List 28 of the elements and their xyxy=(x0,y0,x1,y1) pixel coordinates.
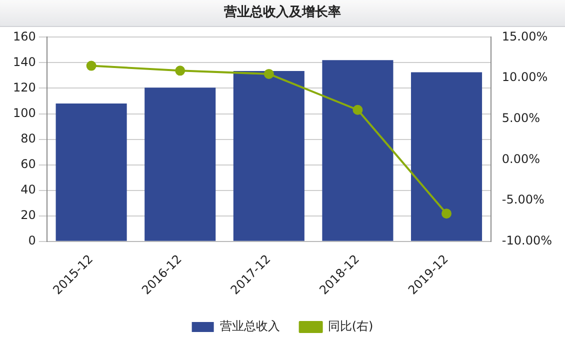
legend-label: 同比(右) xyxy=(328,319,374,334)
point xyxy=(86,60,96,71)
y-tick-label: 20 xyxy=(20,208,36,222)
y2-tick-label: -10.00% xyxy=(502,233,552,248)
bar xyxy=(233,71,304,241)
bar xyxy=(56,104,127,241)
point xyxy=(442,208,452,219)
y-tick-label: 160 xyxy=(13,29,36,44)
bar xyxy=(144,88,216,241)
point xyxy=(264,68,274,79)
y-tick-label: 80 xyxy=(20,131,36,146)
y-tick-label: 140 xyxy=(13,54,36,69)
y-tick-label: 40 xyxy=(20,182,36,196)
y2-tick-label: 5.00% xyxy=(502,110,540,125)
y-tick-label: 60 xyxy=(20,156,36,171)
point xyxy=(352,104,363,115)
bar xyxy=(410,72,482,241)
y2-tick-label: 10.00% xyxy=(502,70,548,84)
point xyxy=(175,66,186,76)
y-tick-label: 120 xyxy=(13,80,36,94)
legend-label: 营业总收入 xyxy=(220,319,280,334)
y2-tick-label: 15.00% xyxy=(502,29,548,44)
y-tick-label: 100 xyxy=(13,106,36,120)
chart-title: 营业总收入及增长率 xyxy=(0,0,565,27)
bar xyxy=(322,60,394,241)
y2-tick-label: 0.00% xyxy=(502,152,540,166)
y-tick-label: 0 xyxy=(28,233,36,248)
y2-tick-label: -5.00% xyxy=(502,192,544,207)
